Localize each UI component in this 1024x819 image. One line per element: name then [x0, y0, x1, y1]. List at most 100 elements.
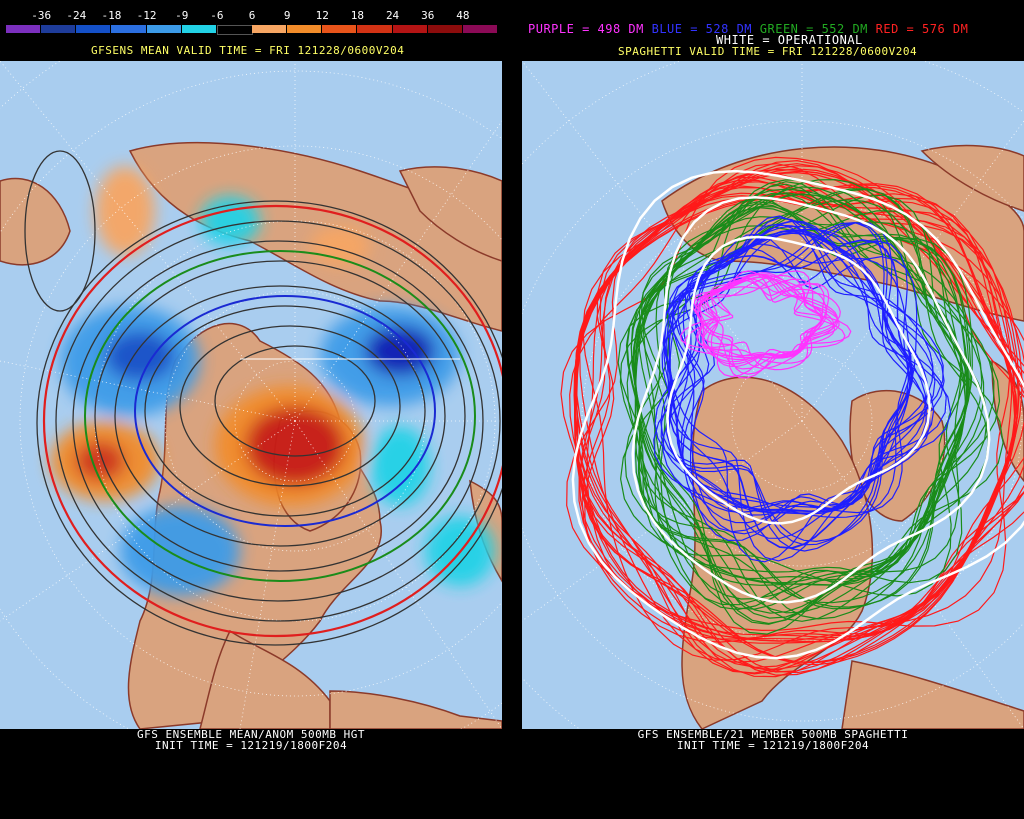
red-contour	[42, 204, 502, 638]
anomaly-shading	[50, 166, 495, 596]
spaghetti-line	[692, 270, 824, 371]
spaghetti-line	[634, 216, 966, 614]
colorbar-swatch	[181, 25, 216, 33]
blue-contour	[134, 295, 436, 527]
colorbar-tick-label: -36	[31, 9, 52, 22]
mean-footer-title: GFS ENSEMBLE MEAN/ANOM 500MB HGT	[137, 728, 365, 741]
legend-green: GREEN = 552 DM	[759, 22, 868, 36]
positive-anomaly-west-core	[75, 441, 125, 481]
colorbar-swatch	[427, 25, 462, 33]
spaghetti-line	[660, 229, 935, 513]
spaghetti-map-svg	[522, 61, 1024, 729]
height-contours	[24, 150, 502, 646]
lat-circle	[731, 350, 873, 492]
spaghetti-line	[661, 225, 911, 514]
spaghetti-line	[676, 230, 928, 516]
west-land	[0, 177, 71, 266]
contour	[179, 325, 401, 487]
spaghetti-line	[560, 156, 1011, 632]
spaghetti-line	[581, 163, 1024, 640]
contour	[72, 240, 484, 602]
spaghetti-panel: PURPLE = 498 DM BLUE = 528 DM GREEN = 55…	[522, 0, 1024, 819]
negative-anomaly-north	[200, 196, 260, 246]
colorbar-swatch	[41, 25, 76, 33]
colorbar-swatch	[462, 25, 497, 33]
colorbar-swatch	[6, 25, 41, 33]
spaghetti-line	[574, 192, 1016, 673]
meridian	[294, 120, 502, 422]
scandinavia-land	[920, 144, 1024, 212]
operational-line	[571, 169, 1024, 660]
operational-label: WHITE = OPERATIONAL	[716, 33, 863, 47]
spaghetti-legend: PURPLE = 498 DM BLUE = 528 DM GREEN = 55…	[528, 22, 969, 36]
negative-anomaly-southwest	[120, 506, 240, 596]
positive-anomaly-core	[245, 406, 345, 486]
south-america-land	[329, 690, 502, 729]
contour	[144, 305, 426, 517]
spaghetti-map	[522, 61, 1024, 729]
spaghetti-line	[695, 276, 836, 359]
colorbar-tick-label: 9	[283, 9, 291, 22]
contour	[214, 345, 376, 457]
contour	[55, 220, 501, 622]
colorbar-swatch	[392, 25, 427, 33]
panel-separator	[502, 0, 522, 819]
spaghetti-line	[663, 228, 912, 519]
spaghetti-line	[671, 223, 934, 535]
contour	[36, 200, 502, 646]
lat-circle	[0, 70, 502, 729]
spaghetti-line	[624, 193, 989, 586]
positive-anomaly-pacific	[95, 166, 155, 256]
operational-line	[666, 235, 931, 525]
colorbar-tick-label: 36	[421, 9, 435, 22]
mean-anomaly-map-svg	[0, 61, 502, 729]
lat-circle	[656, 275, 948, 567]
spaghetti-line	[626, 188, 969, 610]
contour	[114, 285, 446, 547]
spaghetti-valid-time: SPAGHETTI VALID TIME = FRI 121228/0600V2…	[618, 45, 918, 58]
spaghetti-line	[669, 243, 912, 539]
colorbar-tick-label: -9	[175, 9, 189, 22]
spaghetti-contours	[560, 156, 1024, 678]
negative-anomaly-atlantic	[370, 426, 430, 506]
colorbar-tick-label: 6	[248, 9, 256, 22]
spaghetti-line	[575, 181, 1019, 669]
colorbar-tick-label: -24	[66, 9, 87, 22]
contour	[94, 260, 466, 572]
colorbar-swatch	[252, 25, 287, 33]
meridian	[522, 420, 803, 622]
spaghetti-line	[638, 192, 983, 610]
colorbar-tick-label: 18	[350, 9, 365, 22]
spaghetti-line	[569, 168, 1013, 642]
colorbar-tick-label: -6	[210, 9, 224, 22]
mean-valid-time: GFSENS MEAN VALID TIME = FRI 121228/0600…	[91, 44, 405, 57]
operational-line	[631, 196, 991, 604]
colorbar-tick-label: 24	[385, 9, 400, 22]
colorbar-tick-label: -18	[101, 9, 122, 22]
mean-anomaly-map	[0, 61, 502, 729]
legend-blue: BLUE = 528 DM	[651, 22, 753, 36]
colorbar-tick-label: -12	[136, 9, 157, 22]
ensemble-mean-panel: -36 -24 -18 -12 -9 -6 6 9 12 18 24 36 48 GFSENS MEAN…	[0, 0, 502, 819]
colorbar-swatch	[287, 25, 322, 33]
legend-purple: PURPLE = 498 DM	[528, 22, 644, 36]
scandinavia-land	[398, 166, 502, 262]
spaghetti-line	[617, 178, 967, 597]
negative-anomaly-aleutian-core	[105, 331, 175, 381]
meridian	[239, 420, 296, 729]
green-contour	[84, 250, 476, 582]
spaghetti-line	[619, 179, 963, 584]
colorbar-swatch	[146, 25, 181, 33]
spaghetti-footer-title: GFS ENSEMBLE/21 MEMBER 500MB SPAGHETTI	[637, 728, 909, 741]
legend-red: RED = 576 DM	[875, 22, 969, 36]
colorbar-swatch	[357, 25, 392, 33]
contour	[24, 150, 96, 312]
spaghetti-footer-init: INIT TIME = 121219/1800F204	[676, 739, 870, 752]
colorbar-swatch	[111, 25, 146, 33]
colorbar-swatch	[322, 25, 357, 33]
spaghetti-line	[672, 217, 945, 533]
meridian	[801, 420, 1024, 729]
spaghetti-line	[702, 273, 840, 363]
colorbar-tick-label: 12	[315, 9, 329, 22]
mean-footer-init: INIT TIME = 121219/1800F204	[154, 739, 348, 752]
